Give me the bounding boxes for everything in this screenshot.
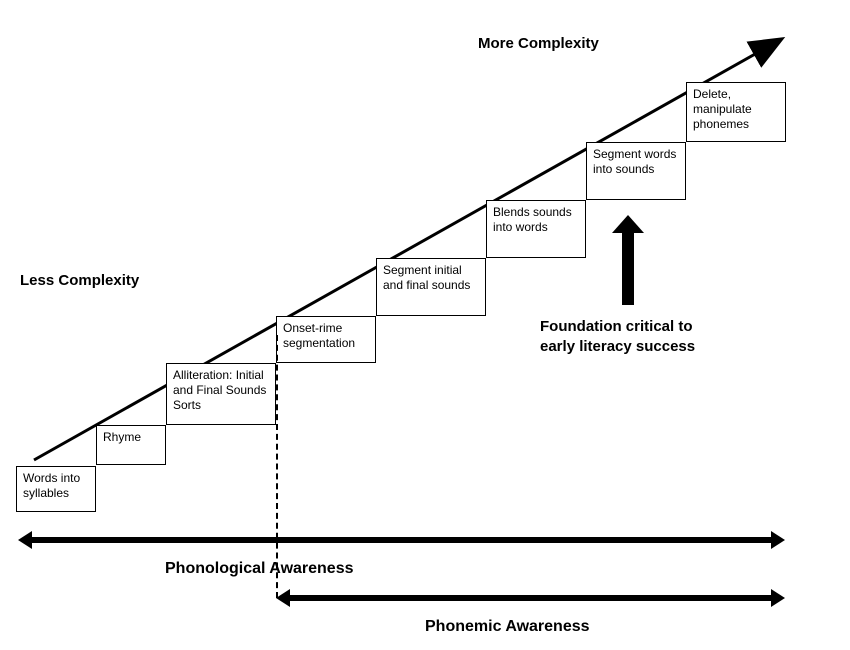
phonemic-awareness-label: Phonemic Awareness bbox=[425, 618, 590, 636]
step-label: Segment initial and final sounds bbox=[383, 263, 479, 293]
phonemic-divider bbox=[276, 335, 278, 598]
step-label: Words into syllables bbox=[23, 471, 89, 501]
arrow-shaft bbox=[288, 595, 773, 601]
foundation-arrow bbox=[619, 215, 637, 305]
step-label: Alliteration: Initial and Final Sounds S… bbox=[173, 368, 269, 413]
less-complexity-label: Less Complexity bbox=[20, 272, 139, 289]
arrow-shaft bbox=[622, 229, 634, 305]
phonological-awareness-arrow bbox=[18, 534, 785, 546]
step-label: Blends sounds into words bbox=[493, 205, 579, 235]
phonological-awareness-label: Phonological Awareness bbox=[165, 560, 354, 578]
step-segment-words: Segment words into sounds bbox=[586, 142, 686, 200]
phonological-awareness-diagram: { "labels": { "less_complexity": "Less C… bbox=[0, 0, 850, 650]
step-segment-initial-final: Segment initial and final sounds bbox=[376, 258, 486, 316]
step-label: Onset-rime segmentation bbox=[283, 321, 369, 351]
arrowhead-right-icon bbox=[771, 531, 785, 549]
step-delete-manipulate: Delete, manipulate phonemes bbox=[686, 82, 786, 142]
arrow-shaft bbox=[30, 537, 773, 543]
step-label: Delete, manipulate phonemes bbox=[693, 87, 779, 132]
step-label: Segment words into sounds bbox=[593, 147, 679, 177]
phonemic-awareness-arrow bbox=[276, 592, 785, 604]
step-onset-rime: Onset-rime segmentation bbox=[276, 316, 376, 363]
step-alliteration: Alliteration: Initial and Final Sounds S… bbox=[166, 363, 276, 425]
step-blends: Blends sounds into words bbox=[486, 200, 586, 258]
step-label: Rhyme bbox=[103, 430, 141, 445]
foundation-label-line2: early literacy success bbox=[540, 338, 695, 355]
step-rhyme: Rhyme bbox=[96, 425, 166, 465]
more-complexity-label: More Complexity bbox=[478, 35, 599, 52]
step-words-syllables: Words into syllables bbox=[16, 466, 96, 512]
arrowhead-right-icon bbox=[771, 589, 785, 607]
foundation-label-line1: Foundation critical to bbox=[540, 318, 693, 335]
